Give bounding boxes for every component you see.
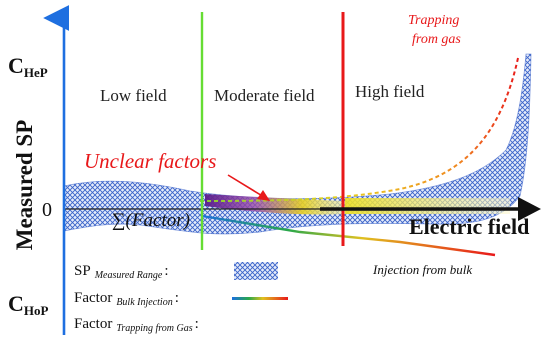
- sum-factor-label: ∑(Factor): [112, 210, 190, 231]
- trapping-label-line1: Trapping: [408, 13, 459, 28]
- legend-bulk-label: Factor Bulk Injection:: [74, 290, 179, 308]
- injection-from-bulk-label: Injection from bulk: [372, 262, 472, 277]
- legend-bulk-swatch: [232, 297, 288, 300]
- unclear-factors-label: Unclear factors: [84, 149, 216, 173]
- bulk-factor-smear: [345, 198, 510, 214]
- moderate-field-label: Moderate field: [214, 86, 315, 105]
- c-hop-label: CHoP: [8, 291, 49, 318]
- legend-sp-label: SP Measured Range:: [74, 263, 169, 281]
- low-field-label: Low field: [100, 86, 167, 105]
- x-axis-arrowhead: [518, 197, 541, 221]
- unclear-arrowhead: [257, 190, 270, 201]
- zero-label: 0: [42, 199, 52, 221]
- legend-sp-swatch: [234, 262, 278, 280]
- legend: SP Measured Range: Factor Bulk Injection: …: [74, 262, 290, 334]
- x-axis-label: Electric field: [409, 214, 529, 239]
- bulk-injection-line: [201, 214, 496, 257]
- legend-gas-label: Factor Trapping from Gas:: [74, 316, 199, 334]
- unclear-arrow: [227, 174, 265, 198]
- c-hep-label: CHeP: [8, 53, 48, 80]
- y-axis-label: Measured SP: [12, 120, 37, 251]
- trapping-label-line2: from gas: [412, 32, 461, 47]
- high-field-label: High field: [355, 82, 425, 101]
